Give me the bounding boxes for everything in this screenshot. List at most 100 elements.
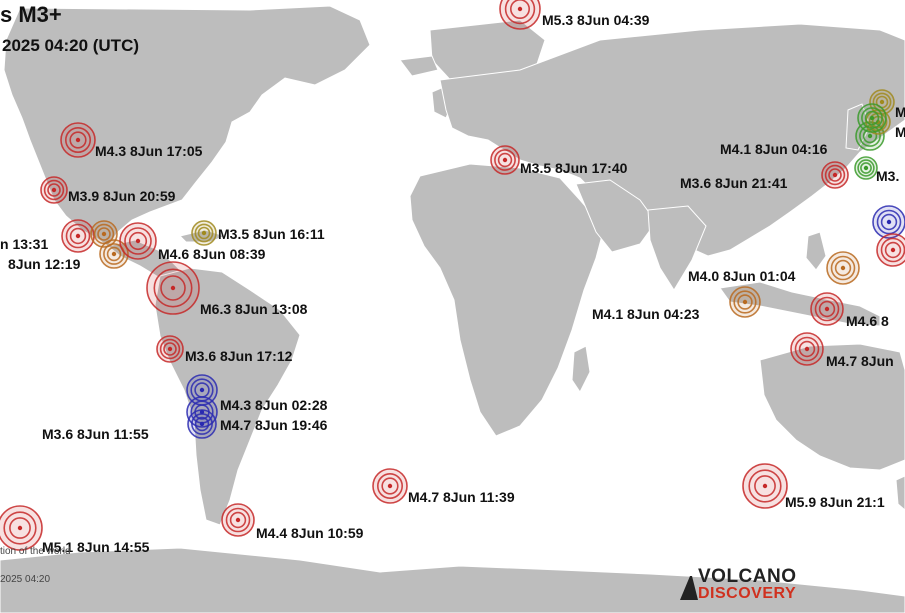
quake-marker-ring bbox=[754, 475, 776, 497]
quake-marker-ring bbox=[857, 159, 875, 177]
quake-marker[interactable] bbox=[191, 220, 217, 246]
quake-marker[interactable] bbox=[221, 503, 255, 537]
quake-marker-center bbox=[135, 238, 141, 244]
quake-marker-center bbox=[235, 517, 241, 523]
quake-marker-center bbox=[201, 230, 207, 236]
quake-marker[interactable] bbox=[821, 161, 849, 189]
quake-label: M3.6 8Jun 11:55 bbox=[42, 426, 149, 442]
quake-label: M4.1 8Jun 04:16 bbox=[720, 141, 828, 157]
quake-marker-ring bbox=[128, 231, 148, 251]
quake-marker[interactable] bbox=[60, 122, 96, 158]
quake-marker-center bbox=[199, 421, 205, 427]
quake-marker-ring bbox=[729, 286, 761, 318]
quake-marker[interactable] bbox=[854, 156, 878, 180]
land-antarctica bbox=[0, 547, 905, 613]
quake-marker-center bbox=[824, 306, 830, 312]
quake-marker-center bbox=[199, 387, 205, 393]
volcano-discovery-logo[interactable]: VOLCANO DISCOVERY bbox=[680, 566, 840, 606]
quake-marker-ring bbox=[372, 468, 408, 504]
quake-marker-center bbox=[387, 483, 393, 489]
quake-marker-center bbox=[879, 99, 885, 105]
quake-marker-ring bbox=[90, 220, 118, 248]
quake-marker-ring bbox=[229, 511, 247, 529]
quake-marker-ring bbox=[810, 292, 844, 326]
quake-label: M4.7 8Jun bbox=[826, 353, 894, 369]
quake-marker[interactable] bbox=[40, 176, 68, 204]
quake-marker-ring bbox=[818, 300, 836, 318]
quake-label: M bbox=[895, 124, 905, 140]
quake-marker-center bbox=[75, 233, 81, 239]
quake-marker-center bbox=[517, 6, 523, 12]
quake-marker-ring bbox=[824, 164, 846, 186]
quake-marker[interactable] bbox=[490, 145, 520, 175]
quake-marker[interactable] bbox=[810, 292, 844, 326]
quake-marker-ring bbox=[187, 409, 217, 439]
quake-marker-ring bbox=[99, 239, 129, 269]
quake-marker[interactable] bbox=[146, 261, 200, 315]
logo-text-volcano: VOLCANO bbox=[698, 566, 797, 587]
land-iceland bbox=[399, 55, 439, 77]
quake-marker-center bbox=[51, 187, 57, 193]
quake-marker-ring bbox=[504, 0, 536, 25]
quake-marker-center bbox=[167, 346, 173, 352]
quake-marker-ring bbox=[814, 296, 840, 322]
quake-marker-ring bbox=[160, 275, 186, 301]
quake-marker[interactable] bbox=[872, 205, 905, 239]
map-timestamp: 2025 04:20 bbox=[0, 574, 51, 585]
quake-marker-center bbox=[890, 247, 896, 253]
quake-marker-ring bbox=[191, 220, 217, 246]
quake-marker-ring bbox=[40, 176, 68, 204]
quake-marker-center bbox=[101, 231, 107, 237]
quake-marker[interactable] bbox=[119, 222, 157, 260]
quake-label: M3.6 8Jun 21:41 bbox=[680, 175, 788, 191]
land-south-america bbox=[154, 267, 301, 526]
logo-text-discovery: DISCOVERY bbox=[698, 585, 797, 602]
quake-marker-center bbox=[867, 133, 873, 139]
quake-marker-ring bbox=[854, 156, 878, 180]
quake-marker-center bbox=[840, 265, 846, 271]
quake-marker-ring bbox=[194, 223, 214, 243]
quake-marker-ring bbox=[742, 463, 788, 509]
quake-marker-ring bbox=[748, 469, 782, 503]
quake-marker[interactable] bbox=[790, 332, 824, 366]
quake-label: 8Jun 12:19 bbox=[8, 256, 81, 272]
quake-marker-ring bbox=[106, 246, 122, 262]
quake-label: M3.9 8Jun 20:59 bbox=[68, 188, 176, 204]
quake-marker[interactable] bbox=[857, 103, 887, 133]
quake-marker-center bbox=[502, 157, 508, 163]
quake-marker-ring bbox=[103, 243, 125, 265]
quake-marker[interactable] bbox=[0, 505, 43, 551]
quake-marker-center bbox=[75, 137, 81, 143]
quake-label: M4.1 8Jun 04:23 bbox=[592, 306, 700, 322]
quake-label: M5.3 8Jun 04:39 bbox=[542, 12, 650, 28]
quake-marker-ring bbox=[499, 0, 541, 30]
land-india bbox=[647, 205, 707, 291]
quake-marker-ring bbox=[798, 340, 816, 358]
quake-marker[interactable] bbox=[742, 463, 788, 509]
quake-marker[interactable] bbox=[90, 220, 118, 248]
quake-marker[interactable] bbox=[876, 233, 905, 267]
quake-marker-ring bbox=[376, 472, 403, 499]
quake-marker[interactable] bbox=[61, 219, 95, 253]
quake-marker[interactable] bbox=[372, 468, 408, 504]
quake-marker-ring bbox=[124, 227, 152, 255]
earthquake-markers bbox=[0, 0, 905, 551]
quake-marker[interactable] bbox=[186, 396, 218, 428]
quake-marker-ring bbox=[97, 227, 111, 241]
quake-marker[interactable] bbox=[826, 251, 860, 285]
quake-marker[interactable] bbox=[499, 0, 541, 30]
quake-marker[interactable] bbox=[729, 286, 761, 318]
map-title: s M3+ bbox=[0, 2, 62, 27]
quake-marker-center bbox=[869, 115, 875, 121]
map-credit: tion of the world bbox=[0, 546, 71, 557]
quake-marker-ring bbox=[159, 338, 181, 360]
quake-marker-ring bbox=[381, 477, 399, 495]
quake-marker-ring bbox=[65, 223, 91, 249]
quake-marker[interactable] bbox=[156, 335, 184, 363]
quake-marker-center bbox=[832, 172, 838, 178]
quake-marker-ring bbox=[225, 507, 251, 533]
quake-marker-ring bbox=[65, 127, 92, 154]
quake-marker-ring bbox=[3, 511, 37, 545]
quake-marker[interactable] bbox=[187, 409, 217, 439]
